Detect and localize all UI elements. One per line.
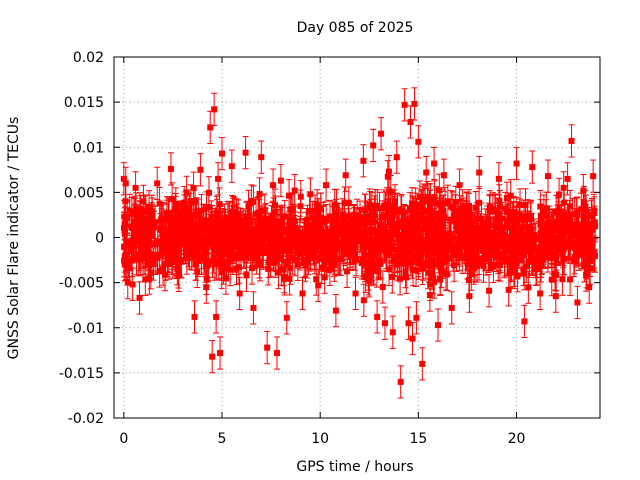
solar-flare-chart: 0 5 10 15 20 0.020.0150.010.0050-0.005-0.01-… — [6, 20, 601, 475]
